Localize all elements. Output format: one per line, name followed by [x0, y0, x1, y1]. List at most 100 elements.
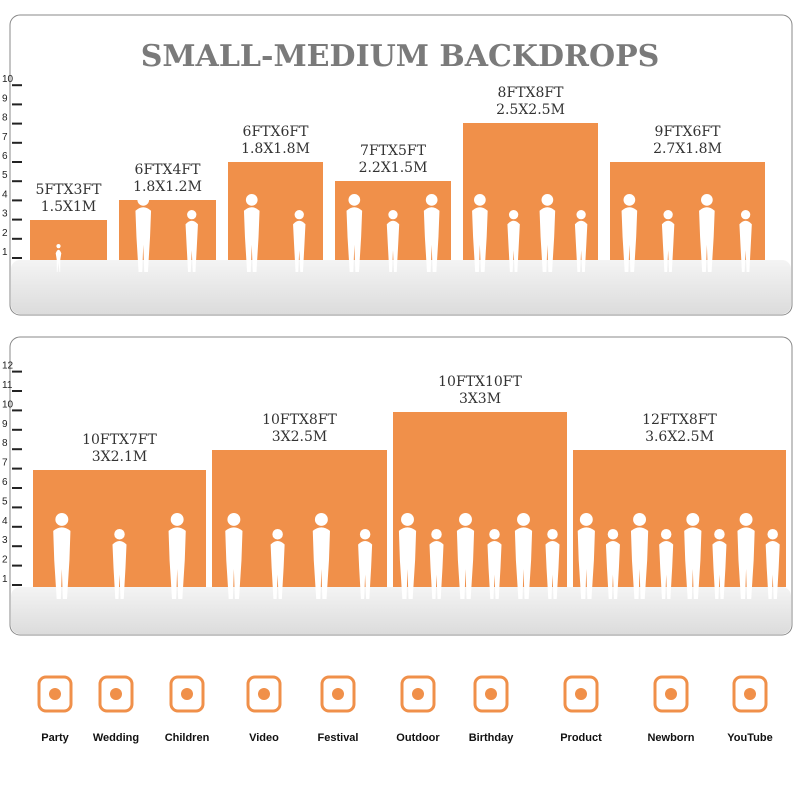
silhouette	[225, 527, 243, 599]
size-meters: 3X3M	[459, 391, 501, 407]
ruler-label: 1	[2, 574, 8, 585]
ruler-label: 9	[2, 419, 8, 430]
floor	[11, 587, 791, 634]
ruler-label: 2	[2, 228, 8, 239]
use-icon	[575, 688, 587, 700]
silhouette	[579, 513, 593, 526]
use-icon	[320, 675, 356, 713]
backdrop	[30, 220, 107, 260]
silhouette	[765, 541, 780, 599]
silhouette	[137, 194, 150, 206]
ruler-label: 4	[2, 189, 8, 200]
ruler-label: 12	[2, 361, 14, 372]
silhouette	[621, 207, 638, 272]
use-label: Party	[41, 732, 69, 744]
silhouette	[541, 194, 554, 206]
size-meters: 2.5X2.5M	[496, 102, 565, 118]
size-meters: 1.5X1M	[41, 199, 96, 215]
silhouette	[55, 249, 62, 272]
use-icon	[181, 688, 193, 700]
silhouette	[398, 527, 417, 599]
silhouette	[114, 529, 125, 540]
silhouette	[388, 210, 398, 220]
silhouette	[740, 210, 751, 220]
silhouette	[187, 210, 197, 220]
silhouette	[425, 194, 438, 206]
silhouette	[514, 527, 533, 599]
silhouette	[401, 513, 414, 526]
use-label: Children	[165, 732, 210, 744]
silhouette	[663, 210, 673, 220]
silhouette	[576, 210, 586, 220]
silhouette	[294, 210, 304, 220]
use-icon	[744, 688, 756, 700]
silhouette	[630, 527, 649, 599]
silhouette	[660, 529, 672, 540]
silhouette	[386, 220, 400, 272]
silhouette	[489, 529, 500, 540]
silhouette	[53, 527, 71, 599]
use-label: YouTube	[727, 732, 772, 744]
silhouette	[714, 529, 725, 540]
silhouette	[314, 513, 328, 526]
ruler-label: 6	[2, 151, 8, 162]
silhouette	[272, 529, 283, 540]
use-icon	[665, 688, 677, 700]
size-meters: 1.8X1.8M	[241, 141, 310, 157]
use-label: Newborn	[647, 732, 694, 744]
use-label: Wedding	[93, 732, 139, 744]
silhouette	[243, 207, 260, 272]
use-icon	[49, 688, 61, 700]
size-feet: 12FTX8FT	[642, 412, 717, 428]
silhouette	[508, 210, 519, 220]
ruler-label: 1	[2, 247, 8, 258]
use-icon	[653, 675, 689, 713]
ruler-label: 5	[2, 496, 8, 507]
silhouette	[227, 513, 241, 526]
ruler-label: 4	[2, 516, 8, 527]
silhouette	[358, 541, 373, 599]
ruler-label: 5	[2, 170, 8, 181]
silhouette	[507, 220, 520, 272]
silhouette	[686, 513, 700, 526]
size-feet: 9FTX6FT	[655, 124, 722, 140]
backdrop	[393, 412, 567, 587]
silhouette	[737, 527, 755, 599]
silhouette	[684, 527, 702, 599]
size-feet: 10FTX10FT	[438, 374, 522, 390]
silhouette	[431, 529, 442, 540]
use-icon	[98, 675, 134, 713]
title: SMALL-MEDIUM BACKDROPS	[141, 39, 660, 74]
ruler-label: 7	[2, 132, 8, 143]
silhouette	[545, 541, 560, 599]
use-icon	[332, 688, 344, 700]
use-label: Outdoor	[396, 732, 440, 744]
ruler-label: 8	[2, 113, 8, 124]
ruler-label: 7	[2, 458, 8, 469]
use-icon	[258, 688, 270, 700]
silhouette	[474, 194, 486, 206]
silhouette	[547, 529, 558, 540]
silhouette	[135, 207, 152, 272]
silhouette	[459, 513, 472, 526]
silhouette	[633, 513, 647, 526]
use-icon	[732, 675, 768, 713]
use-label: Birthday	[469, 732, 515, 744]
silhouette	[423, 207, 440, 272]
backdrop	[573, 450, 786, 587]
silhouette	[661, 220, 675, 272]
silhouette	[112, 541, 127, 599]
backdrop	[119, 200, 216, 260]
use-label: Video	[249, 732, 279, 744]
silhouette	[739, 513, 753, 526]
size-meters: 1.8X1.2M	[133, 179, 202, 195]
use-icon	[485, 688, 497, 700]
silhouette	[487, 541, 502, 599]
size-feet: 5FTX3FT	[36, 182, 103, 198]
silhouette	[574, 220, 588, 272]
silhouette	[245, 194, 258, 206]
silhouette	[359, 529, 371, 540]
ruler-label: 8	[2, 438, 8, 449]
silhouette	[56, 244, 61, 249]
size-feet: 10FTX7FT	[82, 432, 157, 448]
